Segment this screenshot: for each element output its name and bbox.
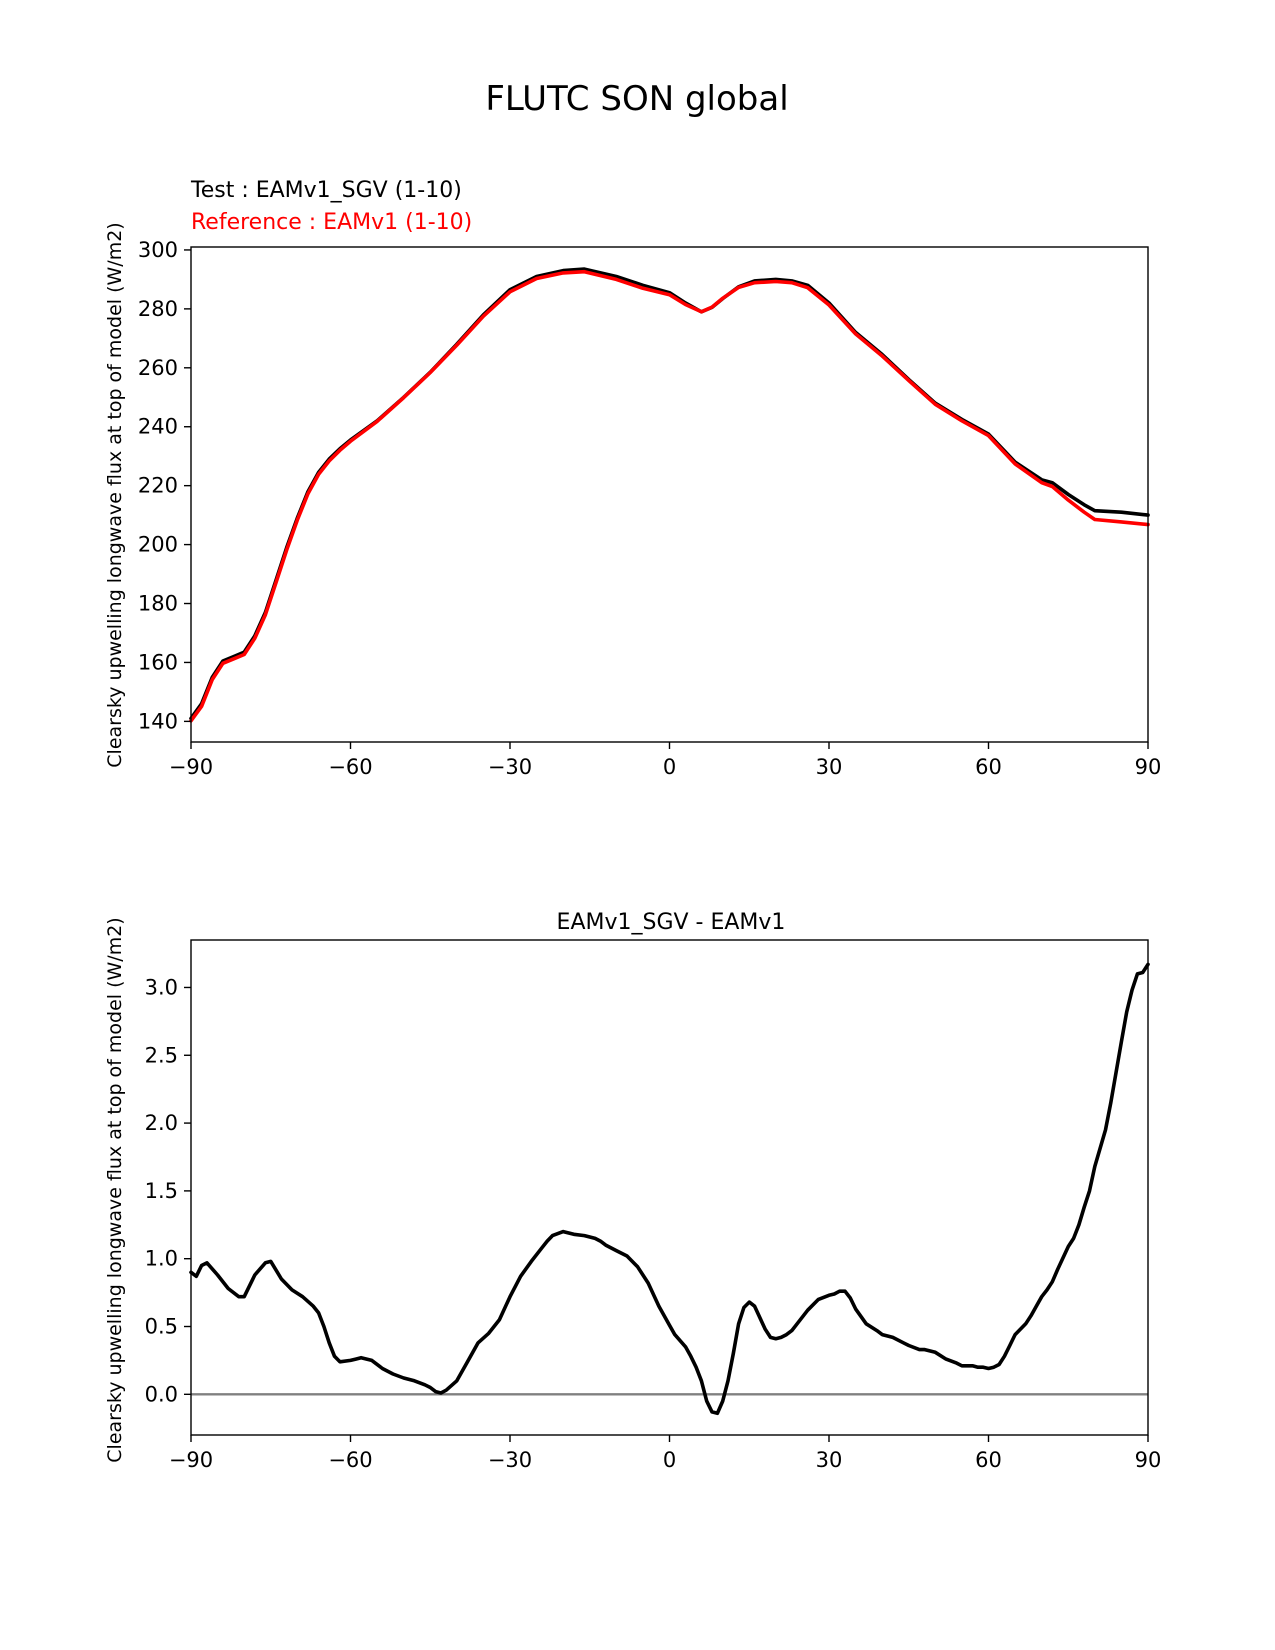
top-x-tick-label: 0 — [663, 755, 676, 779]
bottom-y-tick-label: 2.0 — [145, 1111, 178, 1135]
bottom-series-line-eamv1-sgv-eamv1 — [189, 962, 1150, 1416]
bottom-x-tick-label: −60 — [328, 1448, 372, 1472]
bottom-x-tick-label: −90 — [169, 1448, 213, 1472]
bottom-y-tick-label: 1.0 — [145, 1247, 178, 1271]
top-y-tick-label: 220 — [138, 474, 178, 498]
top-line-plot: Test : EAMv1_SGV (1-10) Reference : EAMv… — [104, 178, 1161, 779]
top-y-axis-label: Clearsky upwelling longwave flux at top … — [104, 222, 126, 767]
bottom-y-axis-label: Clearsky upwelling longwave flux at top … — [104, 917, 126, 1462]
top-y-tick-label: 240 — [138, 415, 178, 439]
top-x-tick-label: −90 — [169, 755, 213, 779]
bottom-difference-plot: EAMv1_SGV - EAMv1 Clearsky upwelling lon… — [104, 910, 1161, 1472]
top-y-tick-label: 180 — [138, 592, 178, 616]
top-x-tick-label: −30 — [488, 755, 532, 779]
bottom-y-tick-label: 0.5 — [145, 1315, 178, 1339]
bottom-plot-title: EAMv1_SGV - EAMv1 — [557, 910, 786, 935]
top-y-tick-label: 260 — [138, 356, 178, 380]
top-x-tick-label: −60 — [328, 755, 372, 779]
bottom-y-tick-label: 1.5 — [145, 1179, 178, 1203]
bottom-x-tick-label: 0 — [663, 1448, 676, 1472]
top-y-tick-label: 160 — [138, 650, 178, 674]
top-x-tick-label: 60 — [975, 755, 1002, 779]
top-series-line-eamv1-1-10 — [189, 269, 1150, 723]
top-x-tick-label: 90 — [1135, 755, 1162, 779]
top-y-tick-label: 140 — [138, 709, 178, 733]
bottom-y-tick-label: 2.5 — [145, 1043, 178, 1067]
reference-label: Reference : EAMv1 (1-10) — [191, 210, 472, 235]
test-label: Test : EAMv1_SGV (1-10) — [190, 178, 462, 203]
bottom-y-tick-label: 3.0 — [145, 975, 178, 999]
bottom-x-tick-label: 30 — [816, 1448, 843, 1472]
bottom-y-tick-label: 0.0 — [145, 1382, 178, 1406]
top-y-tick-label: 300 — [138, 238, 178, 262]
bottom-x-tick-label: 60 — [975, 1448, 1002, 1472]
figure-title: FLUTC SON global — [485, 79, 788, 119]
bottom-x-tick-label: −30 — [488, 1448, 532, 1472]
top-x-tick-label: 30 — [816, 755, 843, 779]
bottom-x-tick-label: 90 — [1135, 1448, 1162, 1472]
top-y-tick-label: 200 — [138, 533, 178, 557]
top-y-tick-label: 280 — [138, 297, 178, 321]
